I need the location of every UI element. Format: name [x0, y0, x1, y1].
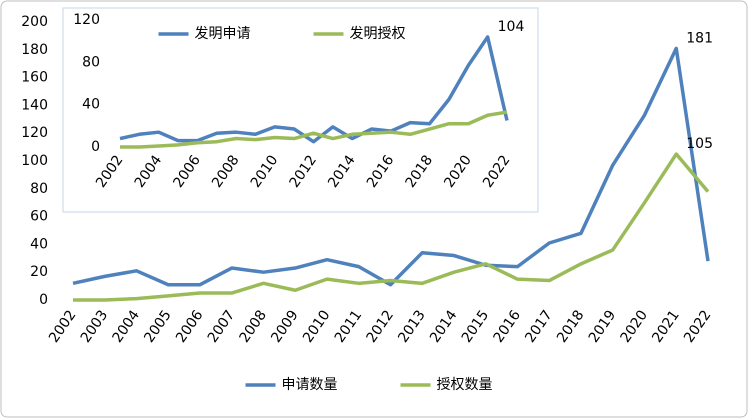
series-line — [72, 46, 710, 287]
y-tick-label: 20 — [30, 264, 48, 280]
data-label: 105 — [686, 136, 713, 152]
y-tick-label: 80 — [30, 181, 48, 197]
y-tick-label: 120 — [21, 125, 48, 141]
series-line — [120, 110, 508, 149]
legend-label: 发明申请 — [195, 26, 251, 42]
data-label: 104 — [498, 19, 525, 35]
y-tick-label: 80 — [82, 54, 100, 70]
y-tick-label: 120 — [73, 12, 100, 28]
y-tick-label: 200 — [21, 14, 48, 30]
y-tick-label: 160 — [21, 70, 48, 86]
y-tick-label: 180 — [21, 42, 48, 58]
y-tick-label: 100 — [21, 153, 48, 169]
y-tick-label: 0 — [91, 139, 100, 155]
series-line — [119, 35, 509, 144]
y-tick-label: 0 — [39, 292, 48, 308]
inset-border — [62, 7, 539, 213]
legend-label: 授权数量 — [437, 377, 493, 393]
legend-label: 申请数量 — [282, 377, 338, 393]
series-line — [73, 152, 710, 302]
y-tick-label: 60 — [30, 209, 48, 225]
y-tick-label: 40 — [30, 236, 48, 252]
y-tick-label: 40 — [82, 97, 100, 113]
legend-label: 发明授权 — [350, 26, 406, 42]
data-label: 181 — [686, 30, 713, 46]
y-tick-label: 140 — [21, 97, 48, 113]
